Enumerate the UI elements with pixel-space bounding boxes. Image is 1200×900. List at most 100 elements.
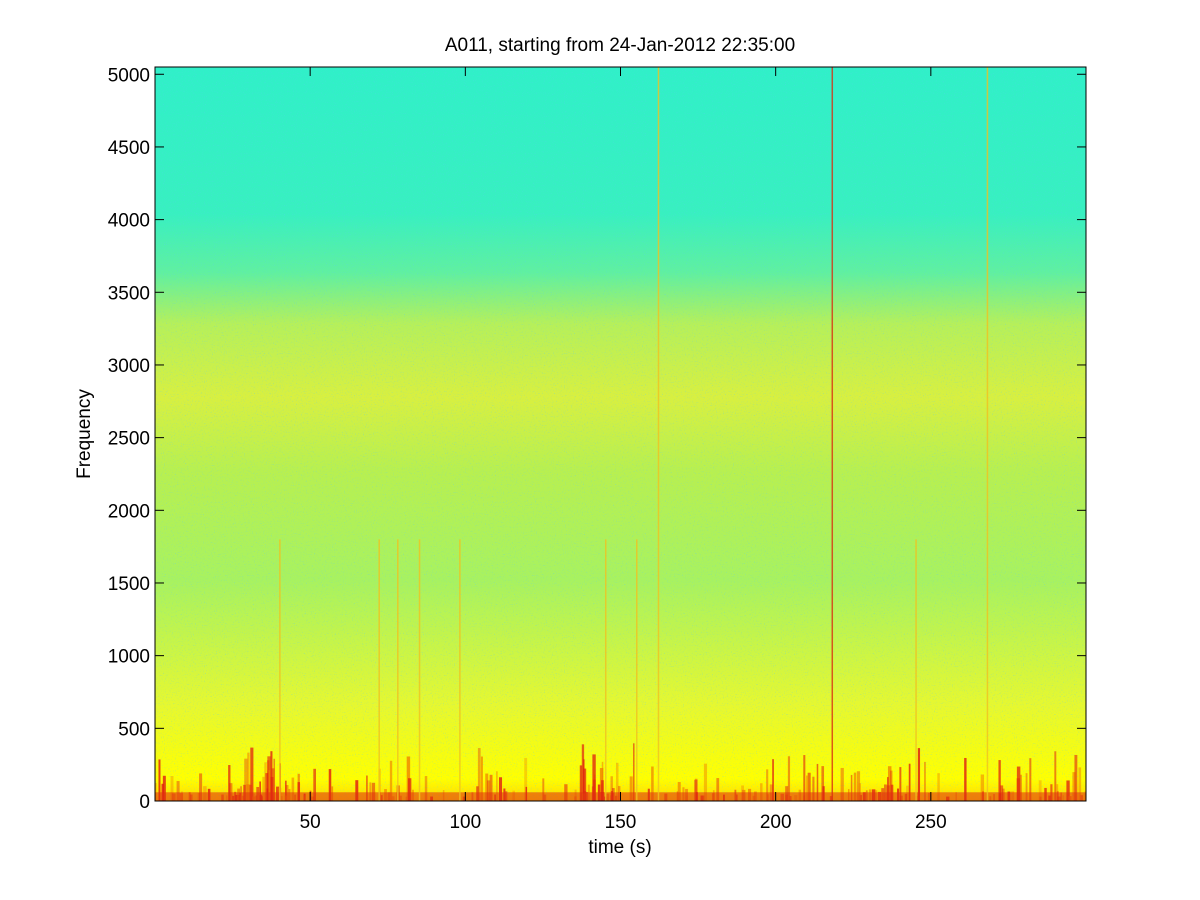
energy-streak bbox=[610, 776, 613, 801]
energy-streak bbox=[850, 774, 853, 801]
energy-streak bbox=[262, 776, 265, 801]
x-axis-label: time (s) bbox=[588, 837, 651, 858]
energy-streak bbox=[355, 780, 359, 801]
energy-streak bbox=[858, 783, 861, 801]
x-tick-label: 200 bbox=[760, 812, 792, 833]
energy-streak bbox=[821, 766, 825, 801]
transient-event-line bbox=[279, 539, 281, 801]
transient-event-line bbox=[986, 67, 989, 801]
x-tick-label: 250 bbox=[915, 812, 947, 833]
energy-streak bbox=[1054, 751, 1057, 801]
energy-streak bbox=[601, 780, 604, 801]
energy-streak bbox=[805, 775, 810, 801]
energy-streak bbox=[760, 783, 763, 801]
y-tick-label: 500 bbox=[118, 719, 150, 740]
energy-streak bbox=[265, 773, 269, 801]
energy-streak bbox=[1078, 767, 1082, 801]
spectrogram-noise bbox=[155, 67, 1086, 801]
energy-streak bbox=[495, 771, 498, 801]
y-tick-label: 4000 bbox=[108, 211, 150, 232]
y-tick-label: 4500 bbox=[108, 138, 150, 159]
y-tick-label: 0 bbox=[139, 792, 150, 813]
energy-streak bbox=[477, 748, 481, 801]
transient-event-line bbox=[915, 539, 917, 801]
y-tick-label: 1500 bbox=[108, 574, 150, 595]
energy-streak bbox=[1029, 758, 1032, 801]
energy-streak bbox=[803, 755, 806, 801]
energy-streak bbox=[297, 782, 301, 801]
y-tick-label: 2500 bbox=[108, 429, 150, 450]
energy-streak bbox=[162, 775, 166, 801]
transient-event-line bbox=[604, 539, 607, 801]
transient-event-line bbox=[459, 539, 461, 801]
x-tick-label: 50 bbox=[300, 812, 321, 833]
energy-streak bbox=[677, 782, 681, 801]
energy-streak bbox=[937, 773, 940, 801]
energy-streak bbox=[1025, 773, 1028, 801]
energy-streak bbox=[480, 756, 483, 801]
energy-streak bbox=[271, 768, 275, 801]
energy-streak bbox=[615, 762, 619, 801]
energy-streak bbox=[247, 752, 250, 801]
energy-streak bbox=[524, 757, 528, 801]
transient-event-line bbox=[397, 539, 399, 801]
energy-streak bbox=[924, 761, 926, 801]
energy-streak bbox=[581, 744, 585, 801]
energy-streak bbox=[285, 780, 287, 801]
energy-streak bbox=[1066, 780, 1070, 801]
energy-streak bbox=[369, 782, 372, 801]
energy-streak bbox=[176, 780, 180, 801]
transient-event-line bbox=[831, 67, 834, 801]
energy-streak bbox=[170, 776, 174, 801]
energy-streak bbox=[268, 770, 271, 801]
energy-streak bbox=[489, 774, 493, 801]
energy-streak bbox=[816, 763, 819, 801]
transient-event-line bbox=[657, 67, 660, 801]
transient-event-line bbox=[378, 539, 380, 801]
energy-streak bbox=[694, 779, 698, 801]
energy-streak bbox=[980, 774, 985, 801]
energy-streak bbox=[366, 775, 368, 801]
energy-streak bbox=[856, 771, 861, 801]
energy-streak bbox=[583, 768, 587, 801]
energy-streak bbox=[716, 778, 720, 801]
transient-event-line bbox=[636, 539, 638, 801]
energy-streak bbox=[486, 780, 491, 801]
energy-streak bbox=[291, 777, 295, 801]
energy-streak bbox=[899, 767, 902, 801]
energy-streak bbox=[579, 765, 583, 801]
energy-streak bbox=[633, 743, 635, 801]
energy-streak bbox=[629, 776, 633, 801]
y-tick-label: 5000 bbox=[108, 65, 150, 86]
energy-streak bbox=[371, 782, 376, 801]
energy-streak bbox=[840, 767, 844, 801]
energy-streak bbox=[1038, 780, 1042, 801]
energy-streak bbox=[259, 781, 261, 801]
energy-streak bbox=[313, 768, 316, 801]
y-tick-label: 3000 bbox=[108, 356, 150, 377]
plot-area bbox=[155, 67, 1086, 801]
energy-streak bbox=[1020, 774, 1022, 801]
energy-streak bbox=[407, 778, 412, 801]
energy-streak bbox=[694, 778, 698, 801]
energy-streak bbox=[772, 759, 774, 801]
energy-streak bbox=[424, 776, 428, 801]
y-axis: 0 500 1000 1500 2000 2500 3000 3500 4000 4500 5000 bbox=[108, 65, 1086, 813]
transient-event-line bbox=[418, 539, 421, 801]
energy-streak bbox=[485, 773, 489, 801]
energy-streak bbox=[964, 757, 967, 801]
energy-streak bbox=[158, 759, 161, 801]
energy-streak bbox=[1072, 772, 1076, 801]
energy-streak bbox=[250, 747, 254, 801]
energy-streak bbox=[328, 769, 332, 801]
energy-streak bbox=[199, 773, 203, 801]
energy-streak bbox=[887, 777, 889, 801]
energy-streak bbox=[1016, 766, 1021, 801]
x-axis: 50 100 150 200 250 bbox=[300, 67, 947, 833]
energy-streak bbox=[1074, 754, 1078, 801]
energy-streak bbox=[389, 760, 393, 801]
energy-streak bbox=[853, 772, 857, 801]
energy-streak bbox=[703, 763, 708, 801]
x-tick-label: 100 bbox=[449, 812, 481, 833]
